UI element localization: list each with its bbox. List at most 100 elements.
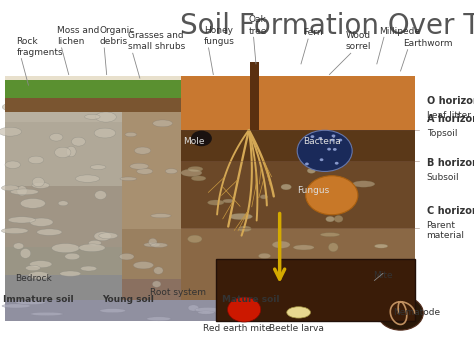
Text: Young soil: Young soil [102,295,154,305]
Text: Wood
sorrel: Wood sorrel [346,31,372,51]
Ellipse shape [5,161,20,169]
Circle shape [297,130,352,171]
Ellipse shape [148,238,157,246]
Text: Immature soil: Immature soil [3,295,73,305]
Ellipse shape [144,242,160,247]
Ellipse shape [287,307,310,318]
Ellipse shape [133,262,154,269]
Circle shape [319,137,322,140]
Polygon shape [5,98,181,112]
Bar [122,229,181,279]
Ellipse shape [229,213,253,220]
Ellipse shape [79,244,105,252]
Ellipse shape [319,260,328,266]
Bar [5,186,122,247]
Ellipse shape [1,185,19,191]
Ellipse shape [319,302,343,308]
Circle shape [228,297,261,322]
Text: Mole: Mole [183,137,205,147]
Ellipse shape [50,133,63,141]
Ellipse shape [272,241,290,248]
Ellipse shape [60,271,81,276]
Ellipse shape [130,163,148,169]
Text: C horizon: C horizon [427,206,474,216]
Bar [122,83,181,229]
Ellipse shape [198,311,214,314]
Ellipse shape [81,266,97,271]
Ellipse shape [374,244,388,248]
Ellipse shape [256,311,282,315]
Ellipse shape [137,168,153,174]
Ellipse shape [188,235,202,243]
Ellipse shape [135,147,151,154]
Text: Honey
fungus: Honey fungus [204,26,235,46]
Ellipse shape [356,312,365,318]
Ellipse shape [120,177,137,181]
Ellipse shape [55,147,71,158]
Ellipse shape [84,114,100,119]
Text: Beetle larva: Beetle larva [269,324,324,333]
Ellipse shape [188,305,199,311]
Ellipse shape [181,169,202,176]
Bar [181,76,415,130]
Ellipse shape [13,243,24,249]
Text: Topsoil: Topsoil [427,129,457,137]
Bar [181,161,415,228]
Ellipse shape [293,313,311,318]
Bar [216,259,415,321]
Ellipse shape [65,253,80,260]
Ellipse shape [119,253,134,260]
Ellipse shape [10,189,38,195]
Circle shape [331,139,335,142]
Text: Leaf litter: Leaf litter [427,111,471,120]
Ellipse shape [20,248,31,258]
Text: Nematode: Nematode [393,308,441,317]
Circle shape [335,162,338,165]
Ellipse shape [30,218,53,226]
Ellipse shape [353,181,375,187]
Text: A horizon: A horizon [427,114,474,124]
Ellipse shape [154,267,163,274]
Ellipse shape [36,103,60,111]
Ellipse shape [368,300,398,305]
Ellipse shape [152,281,161,287]
Bar [181,228,415,300]
Ellipse shape [72,137,85,146]
Text: Fungus: Fungus [297,186,329,196]
Bar [181,130,415,161]
Circle shape [327,148,331,151]
Ellipse shape [153,120,173,127]
Ellipse shape [191,176,206,181]
Ellipse shape [307,168,316,173]
Bar [5,300,415,321]
Ellipse shape [151,214,171,218]
Text: Mature soil: Mature soil [222,295,280,305]
Circle shape [305,163,309,165]
Ellipse shape [258,253,271,258]
Ellipse shape [0,127,21,136]
Ellipse shape [238,226,251,232]
Ellipse shape [314,197,337,204]
Ellipse shape [90,165,106,169]
Bar [5,122,122,186]
Ellipse shape [165,169,177,174]
Ellipse shape [188,166,203,171]
Ellipse shape [334,215,343,222]
Ellipse shape [99,233,118,239]
Ellipse shape [32,182,50,189]
Ellipse shape [2,304,31,308]
Text: Subsoil: Subsoil [427,173,459,182]
Ellipse shape [1,228,28,234]
Ellipse shape [95,191,106,200]
Text: Mite: Mite [373,271,393,280]
Circle shape [319,158,323,161]
Ellipse shape [292,315,307,320]
Bar [5,275,122,300]
Text: Red earth mite: Red earth mite [203,324,271,333]
Ellipse shape [37,229,62,235]
Circle shape [306,176,358,215]
Circle shape [310,135,314,138]
Text: Root system: Root system [150,288,206,297]
Circle shape [378,296,423,330]
Bar [122,279,181,300]
